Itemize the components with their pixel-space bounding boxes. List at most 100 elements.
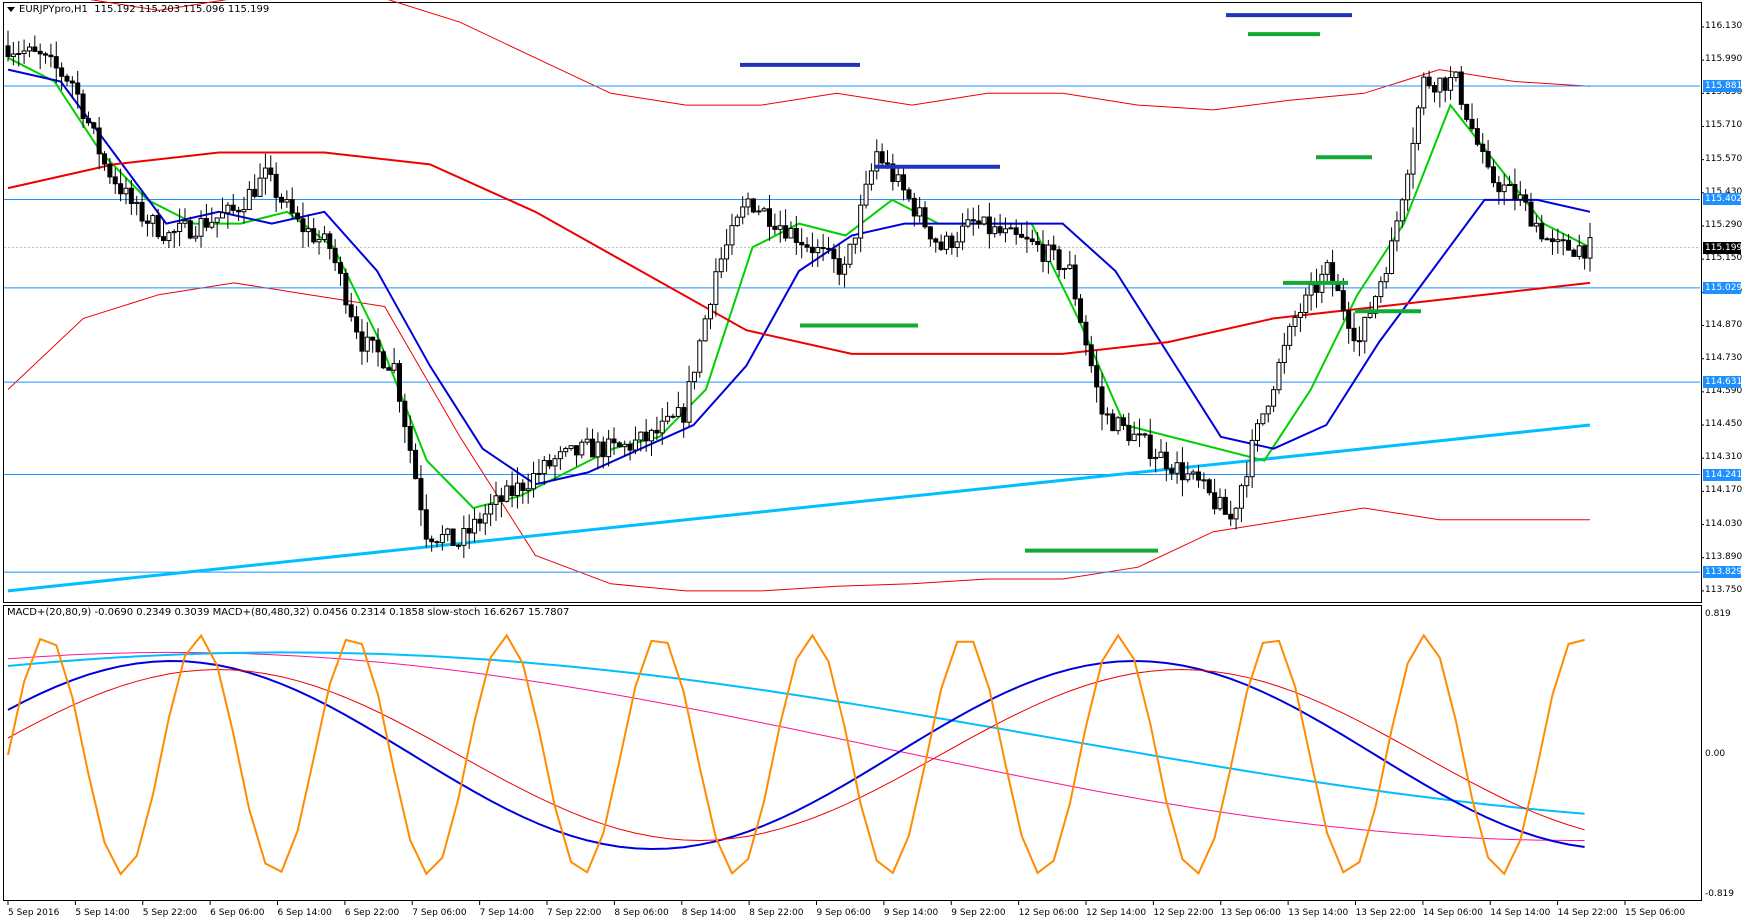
candle-body <box>504 485 510 502</box>
candle-body <box>836 258 842 275</box>
candle-body <box>295 212 301 220</box>
candle-body <box>252 188 258 197</box>
candle-body <box>85 118 91 124</box>
candle-body <box>665 415 671 422</box>
candle-body <box>927 226 933 240</box>
candle-body <box>5 45 11 58</box>
candle-body <box>1560 239 1566 242</box>
candle-body <box>1131 433 1137 442</box>
candle-body <box>1120 417 1126 426</box>
main-chart-frame <box>3 2 1702 603</box>
candle-body <box>643 431 649 442</box>
price-badge: 114.631 <box>1703 376 1743 389</box>
candle-body <box>1238 485 1244 509</box>
candle-body <box>906 189 912 199</box>
candle-body <box>1571 249 1577 257</box>
candle-body <box>509 485 515 497</box>
candle-body <box>579 441 585 456</box>
candle-body <box>1137 433 1143 436</box>
time-tick-label: 7 Sep 14:00 <box>479 908 534 918</box>
time-tick-label: 14 Sep 22:00 <box>1557 908 1618 918</box>
candle-body <box>107 163 113 178</box>
candle-body <box>1507 184 1513 187</box>
candle-body <box>1147 434 1153 460</box>
candle-body <box>1255 423 1261 441</box>
candle-body <box>1035 241 1041 246</box>
fast-ma-line <box>7 56 1591 510</box>
candle-body <box>332 247 338 264</box>
candle-body <box>69 80 75 84</box>
candle-body <box>1029 238 1035 243</box>
candle-body <box>659 420 665 434</box>
price-tick-label: 113.890 <box>1705 551 1743 562</box>
candle-body <box>1142 433 1148 436</box>
candle-body <box>557 451 563 460</box>
time-tick-label: 13 Sep 14:00 <box>1288 908 1349 918</box>
upper-band-line <box>89 0 1591 111</box>
candle-body <box>627 443 633 451</box>
candle-body <box>493 495 499 505</box>
dropdown-triangle-icon[interactable] <box>7 6 15 12</box>
candle-body <box>1056 249 1062 271</box>
candle-body <box>1426 76 1432 87</box>
candle-body <box>563 448 569 453</box>
candle-body <box>600 441 606 458</box>
candle-body <box>1013 227 1019 235</box>
candle-body <box>236 209 242 213</box>
candle-body <box>1528 201 1534 227</box>
candle-body <box>429 538 435 543</box>
candle-body <box>171 231 177 234</box>
candle-body <box>1394 220 1400 242</box>
candle-body <box>43 53 49 56</box>
candle-body <box>1458 71 1464 105</box>
ohlc-values: 115.192 115.203 115.096 115.199 <box>94 4 270 15</box>
time-tick-label: 15 Sep 06:00 <box>1625 908 1686 918</box>
candle-body <box>831 248 837 260</box>
candle-body <box>1544 238 1550 241</box>
candle-body <box>21 50 27 55</box>
price-badge: 115.881 <box>1703 79 1743 92</box>
candle-body <box>1281 344 1287 363</box>
candle-body <box>943 235 949 250</box>
candle-body <box>520 482 526 492</box>
price-tick-label: 115.710 <box>1705 120 1743 131</box>
candle-body <box>220 212 226 219</box>
candle-body <box>1094 365 1100 388</box>
candle-body <box>161 236 167 242</box>
bollinger-bands <box>7 0 1591 592</box>
candle-body <box>616 442 622 448</box>
candle-body <box>729 225 735 246</box>
candle-body <box>809 246 815 254</box>
macd-fast-signal-line <box>7 668 1585 842</box>
candle-body <box>386 367 392 371</box>
candle-body <box>230 204 236 211</box>
time-tick-label: 9 Sep 14:00 <box>883 908 939 918</box>
indicator-tick-label: 0.00 <box>1705 749 1726 759</box>
candles <box>5 30 1593 559</box>
candle-body <box>1480 143 1486 153</box>
candle-body <box>59 67 65 77</box>
chart-header: EURJPYpro,H1 115.192 115.203 115.096 115… <box>7 4 269 15</box>
candle-body <box>364 336 370 352</box>
candle-body <box>858 204 864 239</box>
price-tick-label: 114.870 <box>1705 319 1743 330</box>
candle-body <box>1276 361 1282 391</box>
horizontal-levels <box>4 85 1700 573</box>
candle-body <box>450 528 456 546</box>
trendline <box>7 423 1591 593</box>
candle-body <box>311 228 317 243</box>
candle-body <box>536 472 542 475</box>
candle-body <box>26 46 32 52</box>
candle-body <box>1040 244 1046 262</box>
candle-body <box>32 46 38 52</box>
candle-body <box>691 371 697 383</box>
price-badge: 115.402 <box>1703 193 1743 206</box>
candle-body <box>541 459 547 475</box>
time-tick-label: 13 Sep 22:00 <box>1355 908 1416 918</box>
candle-body <box>1566 239 1572 251</box>
candle-body <box>1297 311 1303 318</box>
candle-body <box>1367 312 1373 318</box>
candle-body <box>681 407 687 423</box>
candle-body <box>997 226 1003 234</box>
